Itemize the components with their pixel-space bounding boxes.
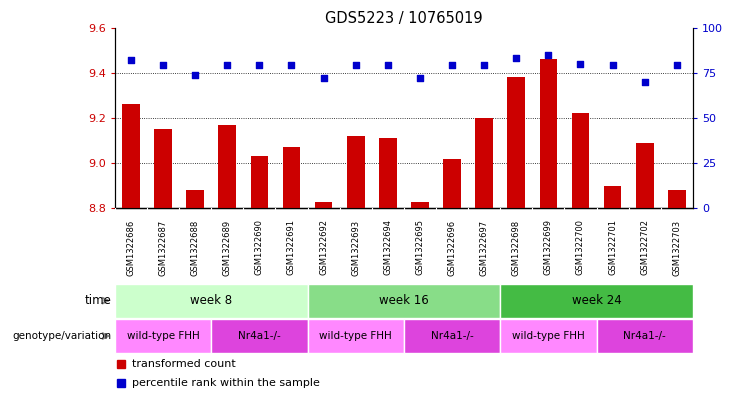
- Bar: [282, 147, 300, 208]
- Bar: [411, 202, 429, 208]
- Bar: [347, 136, 365, 208]
- Bar: [604, 185, 622, 208]
- Text: percentile rank within the sample: percentile rank within the sample: [132, 378, 320, 388]
- Title: GDS5223 / 10765019: GDS5223 / 10765019: [325, 11, 482, 26]
- Bar: [308, 319, 404, 353]
- Point: [222, 62, 233, 69]
- Bar: [500, 284, 693, 318]
- Text: GSM1322699: GSM1322699: [544, 219, 553, 275]
- Text: GSM1322692: GSM1322692: [319, 219, 328, 275]
- Text: week 24: week 24: [571, 294, 622, 307]
- Bar: [115, 319, 211, 353]
- Bar: [154, 129, 172, 208]
- Text: GSM1322696: GSM1322696: [448, 219, 456, 275]
- Point: [189, 72, 201, 78]
- Text: GSM1322700: GSM1322700: [576, 219, 585, 275]
- Text: time: time: [84, 294, 111, 307]
- Bar: [475, 118, 493, 208]
- Bar: [571, 113, 589, 208]
- Bar: [539, 59, 557, 208]
- Point: [414, 75, 426, 81]
- Point: [607, 62, 619, 69]
- Bar: [379, 138, 396, 208]
- Bar: [508, 77, 525, 208]
- Point: [125, 57, 137, 63]
- Text: Nr4a1-/-: Nr4a1-/-: [431, 331, 473, 341]
- Point: [253, 62, 265, 69]
- Text: GSM1322689: GSM1322689: [223, 219, 232, 275]
- Point: [285, 62, 297, 69]
- Bar: [308, 284, 500, 318]
- Text: GSM1322702: GSM1322702: [640, 219, 649, 275]
- Text: GSM1322703: GSM1322703: [672, 219, 681, 275]
- Text: Nr4a1-/-: Nr4a1-/-: [238, 331, 281, 341]
- Point: [574, 61, 586, 67]
- Text: GSM1322697: GSM1322697: [479, 219, 488, 275]
- Bar: [211, 319, 308, 353]
- Text: GSM1322690: GSM1322690: [255, 219, 264, 275]
- Text: wild-type FHH: wild-type FHH: [319, 331, 392, 341]
- Bar: [122, 104, 140, 208]
- Text: genotype/variation: genotype/variation: [12, 331, 111, 341]
- Point: [639, 79, 651, 85]
- Text: transformed count: transformed count: [132, 358, 236, 369]
- Text: GSM1322691: GSM1322691: [287, 219, 296, 275]
- Bar: [636, 143, 654, 208]
- Text: GSM1322687: GSM1322687: [159, 219, 167, 276]
- Text: GSM1322701: GSM1322701: [608, 219, 617, 275]
- Bar: [115, 284, 308, 318]
- Text: GSM1322688: GSM1322688: [190, 219, 199, 276]
- Point: [511, 55, 522, 61]
- Point: [542, 51, 554, 58]
- Bar: [219, 125, 236, 208]
- Bar: [315, 202, 333, 208]
- Bar: [250, 156, 268, 208]
- Text: GSM1322686: GSM1322686: [127, 219, 136, 276]
- Text: wild-type FHH: wild-type FHH: [512, 331, 585, 341]
- Bar: [186, 190, 204, 208]
- Point: [157, 62, 169, 69]
- Text: week 8: week 8: [190, 294, 232, 307]
- Text: GSM1322698: GSM1322698: [512, 219, 521, 275]
- Point: [382, 62, 393, 69]
- Bar: [597, 319, 693, 353]
- Text: GSM1322693: GSM1322693: [351, 219, 360, 275]
- Text: GSM1322695: GSM1322695: [416, 219, 425, 275]
- Bar: [500, 319, 597, 353]
- Bar: [404, 319, 500, 353]
- Point: [446, 62, 458, 69]
- Text: GSM1322694: GSM1322694: [383, 219, 392, 275]
- Text: wild-type FHH: wild-type FHH: [127, 331, 199, 341]
- Text: week 16: week 16: [379, 294, 429, 307]
- Point: [350, 62, 362, 69]
- Text: Nr4a1-/-: Nr4a1-/-: [623, 331, 666, 341]
- Point: [478, 62, 490, 69]
- Bar: [443, 158, 461, 208]
- Point: [318, 75, 330, 81]
- Bar: [668, 190, 685, 208]
- Point: [671, 62, 682, 69]
